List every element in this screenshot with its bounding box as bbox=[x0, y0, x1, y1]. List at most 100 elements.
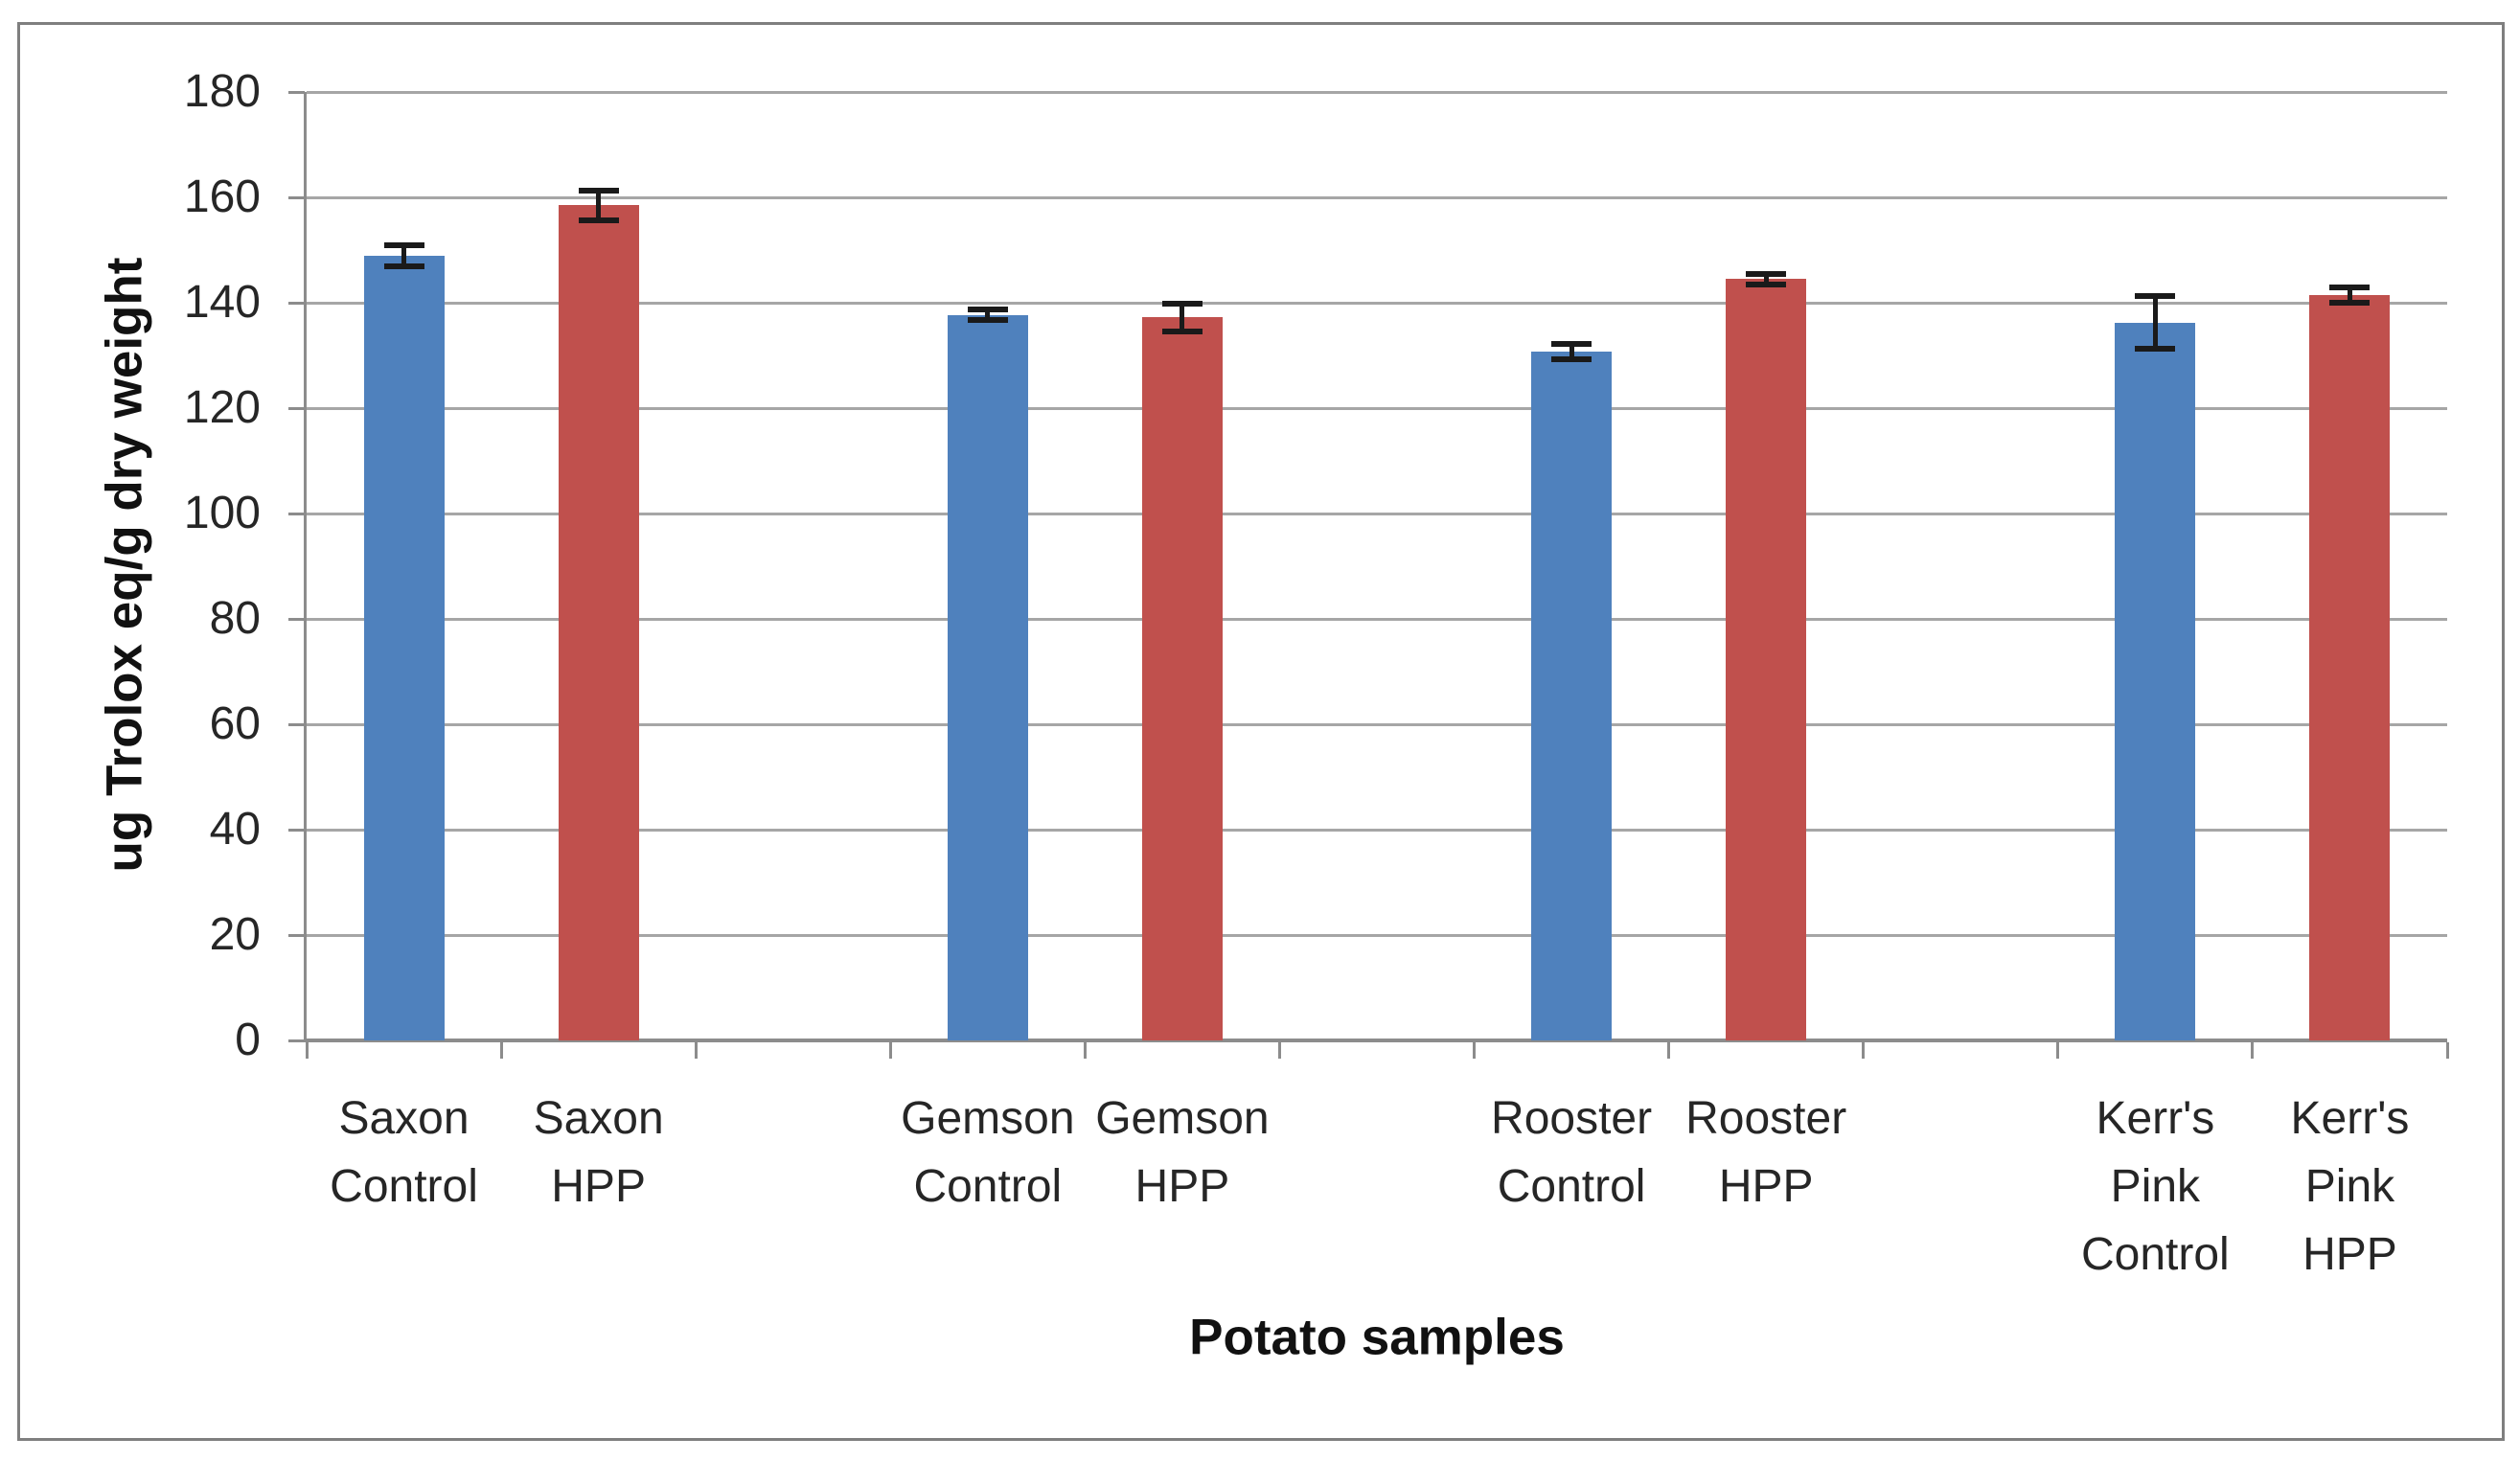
category-label-line: Kerr's bbox=[2290, 1093, 2410, 1144]
category-label-line: Gemson bbox=[1095, 1093, 1270, 1144]
error-bar-line bbox=[1763, 273, 1769, 285]
category-label-line: Saxon bbox=[533, 1093, 664, 1144]
y-gridline bbox=[307, 195, 2447, 199]
x-axis-tick bbox=[499, 1042, 503, 1059]
bar-gemson-control bbox=[947, 314, 1028, 1040]
error-bar-line bbox=[1569, 343, 1574, 360]
x-axis-tick bbox=[2251, 1042, 2255, 1059]
y-gridline bbox=[307, 933, 2447, 937]
x-axis-title: Potato samples bbox=[1189, 1309, 1565, 1366]
y-gridline bbox=[307, 406, 2447, 410]
y-axis-tick bbox=[288, 828, 305, 832]
category-label-line: Pink bbox=[2304, 1161, 2395, 1212]
error-bar-cap-top bbox=[383, 241, 424, 248]
bar-kerr-s-pink-control bbox=[2115, 322, 2196, 1040]
y-axis-tick bbox=[288, 406, 305, 410]
x-axis-tick bbox=[694, 1042, 698, 1059]
y-axis-tick bbox=[288, 933, 305, 937]
error-bar-cap-top bbox=[2329, 284, 2371, 290]
bar-saxon-hpp bbox=[558, 205, 639, 1040]
y-axis-tick bbox=[288, 1039, 305, 1042]
error-bar-cap-top bbox=[2135, 293, 2176, 300]
category-label-line: HPP bbox=[1718, 1161, 1814, 1212]
y-tick-label: 60 bbox=[209, 698, 261, 749]
category-label-line: HPP bbox=[1134, 1161, 1230, 1212]
y-gridline bbox=[307, 90, 2447, 94]
category-label-line: Gemson bbox=[901, 1093, 1075, 1144]
error-bar-cap-bottom bbox=[1551, 356, 1592, 363]
y-gridline bbox=[307, 617, 2447, 621]
y-axis-tick bbox=[288, 90, 305, 94]
error-bar-cap-bottom bbox=[578, 217, 619, 223]
category-label: Rooster Control bbox=[1461, 1084, 1682, 1221]
category-label-line: Pink bbox=[2110, 1161, 2201, 1212]
x-axis-tick bbox=[1473, 1042, 1477, 1059]
category-label-line: Control bbox=[330, 1161, 478, 1212]
error-bar-line bbox=[2152, 296, 2158, 350]
y-axis-tick bbox=[288, 722, 305, 726]
error-bar-cap-top bbox=[1161, 301, 1203, 308]
y-tick-label: 120 bbox=[183, 382, 261, 433]
category-label-line: Control bbox=[913, 1161, 1063, 1212]
bar-rooster-control bbox=[1531, 352, 1613, 1040]
category-label-line: Control bbox=[2080, 1229, 2230, 1280]
error-bar-cap-bottom bbox=[383, 263, 424, 269]
error-bar-line bbox=[985, 309, 991, 321]
y-gridline bbox=[307, 828, 2447, 832]
y-gridline bbox=[307, 512, 2447, 515]
y-tick-label: 180 bbox=[183, 66, 261, 117]
y-axis-tick bbox=[288, 301, 305, 305]
y-gridline bbox=[307, 301, 2447, 305]
error-bar-cap-top bbox=[578, 187, 619, 194]
y-tick-label: 40 bbox=[209, 804, 261, 855]
bar-gemson-hpp bbox=[1141, 317, 1223, 1040]
x-axis-tick bbox=[888, 1042, 892, 1059]
error-bar-line bbox=[596, 190, 602, 220]
y-axis-tick bbox=[288, 195, 305, 199]
y-axis-tick bbox=[288, 512, 305, 515]
y-tick-label: 140 bbox=[183, 277, 261, 328]
category-label-line: HPP bbox=[551, 1161, 646, 1212]
x-axis-tick bbox=[305, 1042, 309, 1059]
category-label: Kerr's Pink HPP bbox=[2239, 1084, 2460, 1289]
category-label-line: Kerr's bbox=[2096, 1093, 2215, 1144]
bar-saxon-control bbox=[363, 255, 445, 1040]
y-tick-label: 0 bbox=[235, 1015, 261, 1065]
category-label-line: Rooster bbox=[1685, 1093, 1847, 1144]
x-axis-tick bbox=[1667, 1042, 1671, 1059]
x-axis-tick bbox=[1083, 1042, 1087, 1059]
error-bar-cap-bottom bbox=[967, 317, 1008, 324]
error-bar-line bbox=[1180, 304, 1185, 331]
error-bar-cap-bottom bbox=[2329, 300, 2371, 306]
error-bar-line bbox=[2347, 286, 2352, 303]
bar-rooster-hpp bbox=[1726, 279, 1807, 1040]
category-label: Kerr's Pink Control bbox=[2045, 1084, 2265, 1289]
error-bar-line bbox=[401, 244, 407, 266]
category-label: Rooster HPP bbox=[1656, 1084, 1876, 1221]
category-label-line: Control bbox=[1497, 1161, 1646, 1212]
category-label-line: Rooster bbox=[1491, 1093, 1653, 1144]
error-bar-cap-top bbox=[1746, 270, 1787, 277]
x-axis-tick bbox=[2056, 1042, 2060, 1059]
category-label: Gemson HPP bbox=[1072, 1084, 1293, 1221]
error-bar-cap-top bbox=[967, 307, 1008, 313]
category-label-line: HPP bbox=[2302, 1229, 2397, 1280]
error-bar-cap-bottom bbox=[1746, 281, 1787, 287]
category-label: Gemson Control bbox=[878, 1084, 1098, 1221]
y-axis-title: ug Trolox eq/g dry weight bbox=[96, 257, 153, 873]
x-axis-line bbox=[307, 1039, 2447, 1042]
y-tick-label: 100 bbox=[183, 488, 261, 538]
y-axis-tick bbox=[288, 617, 305, 621]
x-axis-tick bbox=[1277, 1042, 1281, 1059]
y-gridline bbox=[307, 722, 2447, 726]
y-tick-label: 160 bbox=[183, 171, 261, 222]
x-axis-tick bbox=[2445, 1042, 2449, 1059]
category-label: Saxon Control bbox=[294, 1084, 515, 1221]
error-bar-cap-bottom bbox=[1161, 328, 1203, 334]
y-tick-label: 80 bbox=[209, 593, 261, 644]
x-axis-tick bbox=[1862, 1042, 1866, 1059]
y-tick-label: 20 bbox=[209, 909, 261, 960]
error-bar-cap-top bbox=[1551, 340, 1592, 347]
